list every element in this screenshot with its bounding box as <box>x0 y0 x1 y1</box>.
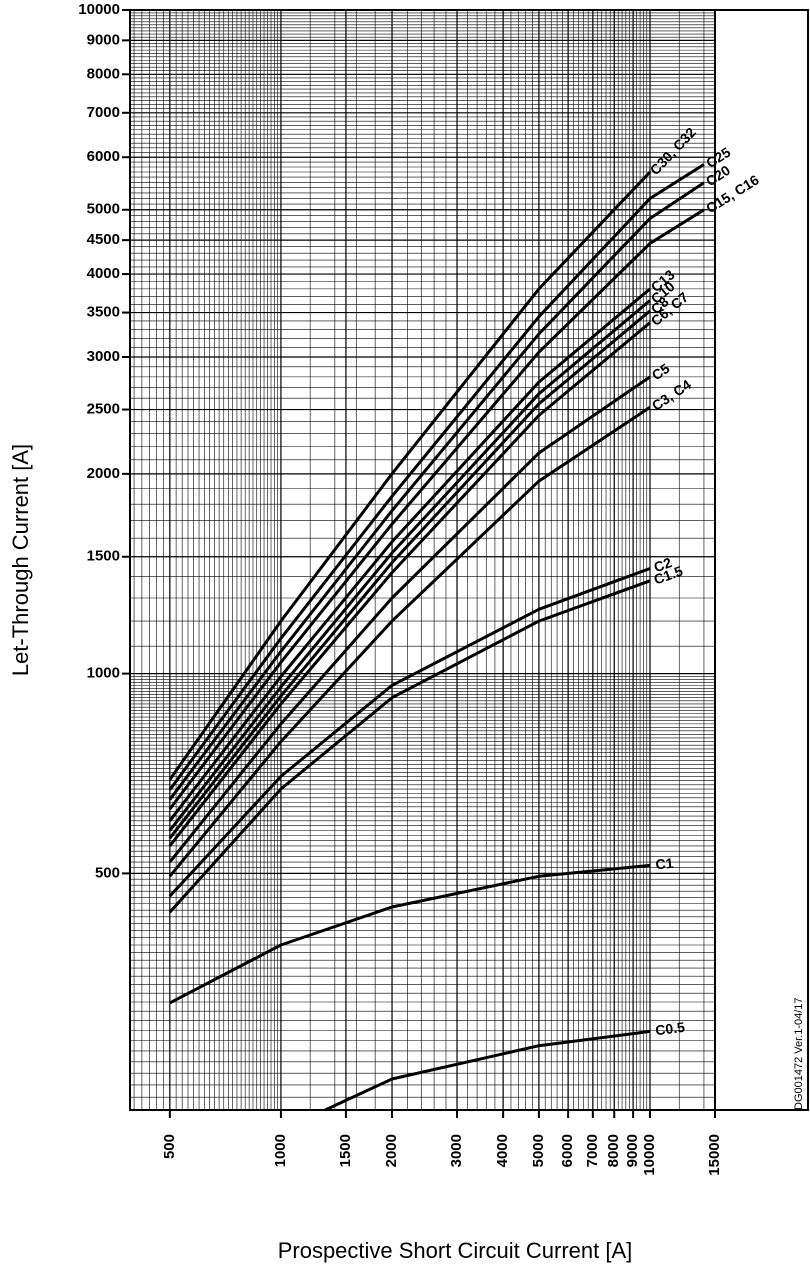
series-line <box>168 181 705 801</box>
x-tick-label: 15000 <box>706 1134 723 1176</box>
y-tick-label: 6000 <box>87 148 120 165</box>
y-tick-label: 9000 <box>87 31 120 48</box>
series-line <box>168 299 651 832</box>
series-line <box>168 321 651 847</box>
x-tick-label: 1000 <box>272 1134 289 1167</box>
y-tick-label: 7000 <box>87 104 120 121</box>
x-tick-label: 500 <box>161 1134 178 1159</box>
y-tick-label: 8000 <box>87 65 120 82</box>
x-tick-label: 7000 <box>584 1134 601 1167</box>
y-tick-label: 1500 <box>87 548 120 565</box>
series-line <box>169 863 651 1005</box>
series-line <box>168 287 651 822</box>
x-tick-label: 8000 <box>605 1134 622 1167</box>
series-label: C0.5 <box>654 1019 686 1039</box>
y-tick-label: 4500 <box>87 231 120 248</box>
x-tick-label: 6000 <box>559 1134 576 1167</box>
x-tick-label: 3000 <box>448 1134 465 1167</box>
y-tick-label: 4000 <box>87 265 120 282</box>
y-axis-title: Let-Through Current [A] <box>8 444 33 676</box>
y-tick-label: 10000 <box>78 1 120 18</box>
x-tick-label: 10000 <box>641 1134 658 1176</box>
plot-frame <box>129 9 716 1111</box>
series-line <box>168 163 705 791</box>
plot-area <box>130 10 715 1110</box>
y-tick-label: 5000 <box>87 201 120 218</box>
x-tick-label: 4000 <box>494 1134 511 1167</box>
x-axis-title: Prospective Short Circuit Current [A] <box>278 1238 633 1263</box>
x-tick-label: 9000 <box>624 1134 641 1167</box>
series-line <box>168 208 705 811</box>
y-tick-label: 2000 <box>87 465 120 482</box>
x-tick-label: 2000 <box>383 1134 400 1167</box>
side-panel <box>714 9 809 1111</box>
series-line <box>168 567 651 898</box>
x-tick-label: 1500 <box>337 1134 354 1167</box>
series-line <box>168 405 651 878</box>
y-tick-label: 3000 <box>87 348 120 365</box>
series-line <box>168 375 651 864</box>
series-line <box>324 1029 651 1112</box>
y-tick-label: 2500 <box>87 401 120 418</box>
y-tick-label: 500 <box>95 864 120 881</box>
series-label: C1 <box>655 855 675 873</box>
x-tick-label: 5000 <box>530 1134 547 1167</box>
series-line <box>168 579 651 914</box>
series-layer <box>168 163 705 1112</box>
y-tick-label: 3500 <box>87 304 120 321</box>
y-tick-label: 1000 <box>87 665 120 682</box>
series-line <box>168 170 652 781</box>
series-label: C2 <box>652 554 675 575</box>
series-line <box>168 309 651 840</box>
doc-id: DG001472 Ver.1-04/17 <box>793 997 805 1110</box>
